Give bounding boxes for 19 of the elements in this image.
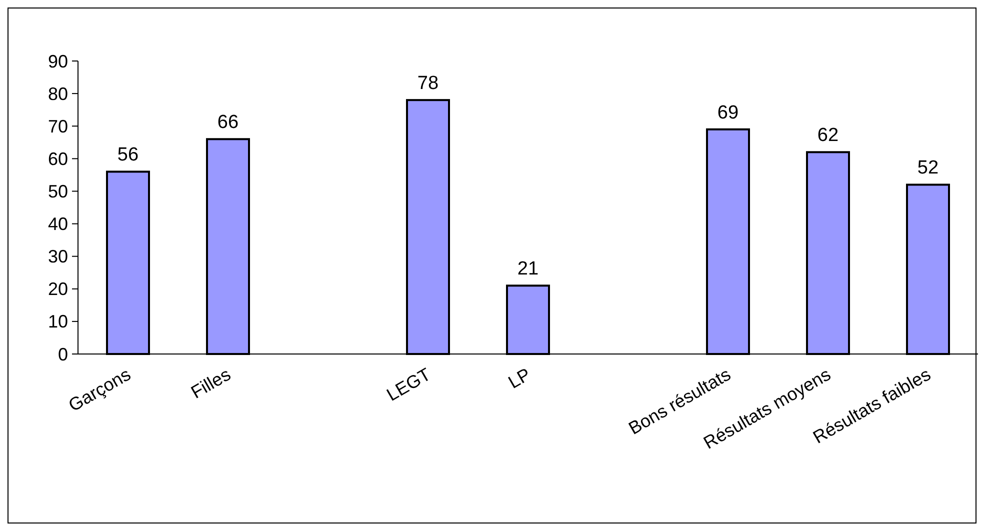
data-label: 52 [917, 158, 939, 179]
data-label: 66 [217, 112, 239, 134]
data-label: 62 [817, 125, 839, 146]
data-label: 56 [117, 144, 139, 166]
x-tick-label: LP [504, 364, 534, 392]
data-label: 21 [517, 258, 539, 280]
y-tick-label: 80 [48, 84, 68, 104]
y-tick-label: 50 [48, 182, 68, 202]
data-label: 69 [717, 102, 739, 124]
y-tick-label: 30 [48, 246, 68, 267]
y-tick-label: 40 [48, 214, 68, 234]
y-tick-label: 0 [58, 344, 68, 364]
y-tick-label: 90 [48, 51, 68, 72]
y-tick-label: 60 [48, 148, 68, 169]
y-tick-label: 10 [48, 312, 68, 332]
x-tick-label: Filles [188, 364, 234, 402]
data-label: 78 [417, 73, 439, 94]
y-tick-label: 20 [48, 279, 68, 300]
y-tick-label: 70 [48, 116, 68, 136]
